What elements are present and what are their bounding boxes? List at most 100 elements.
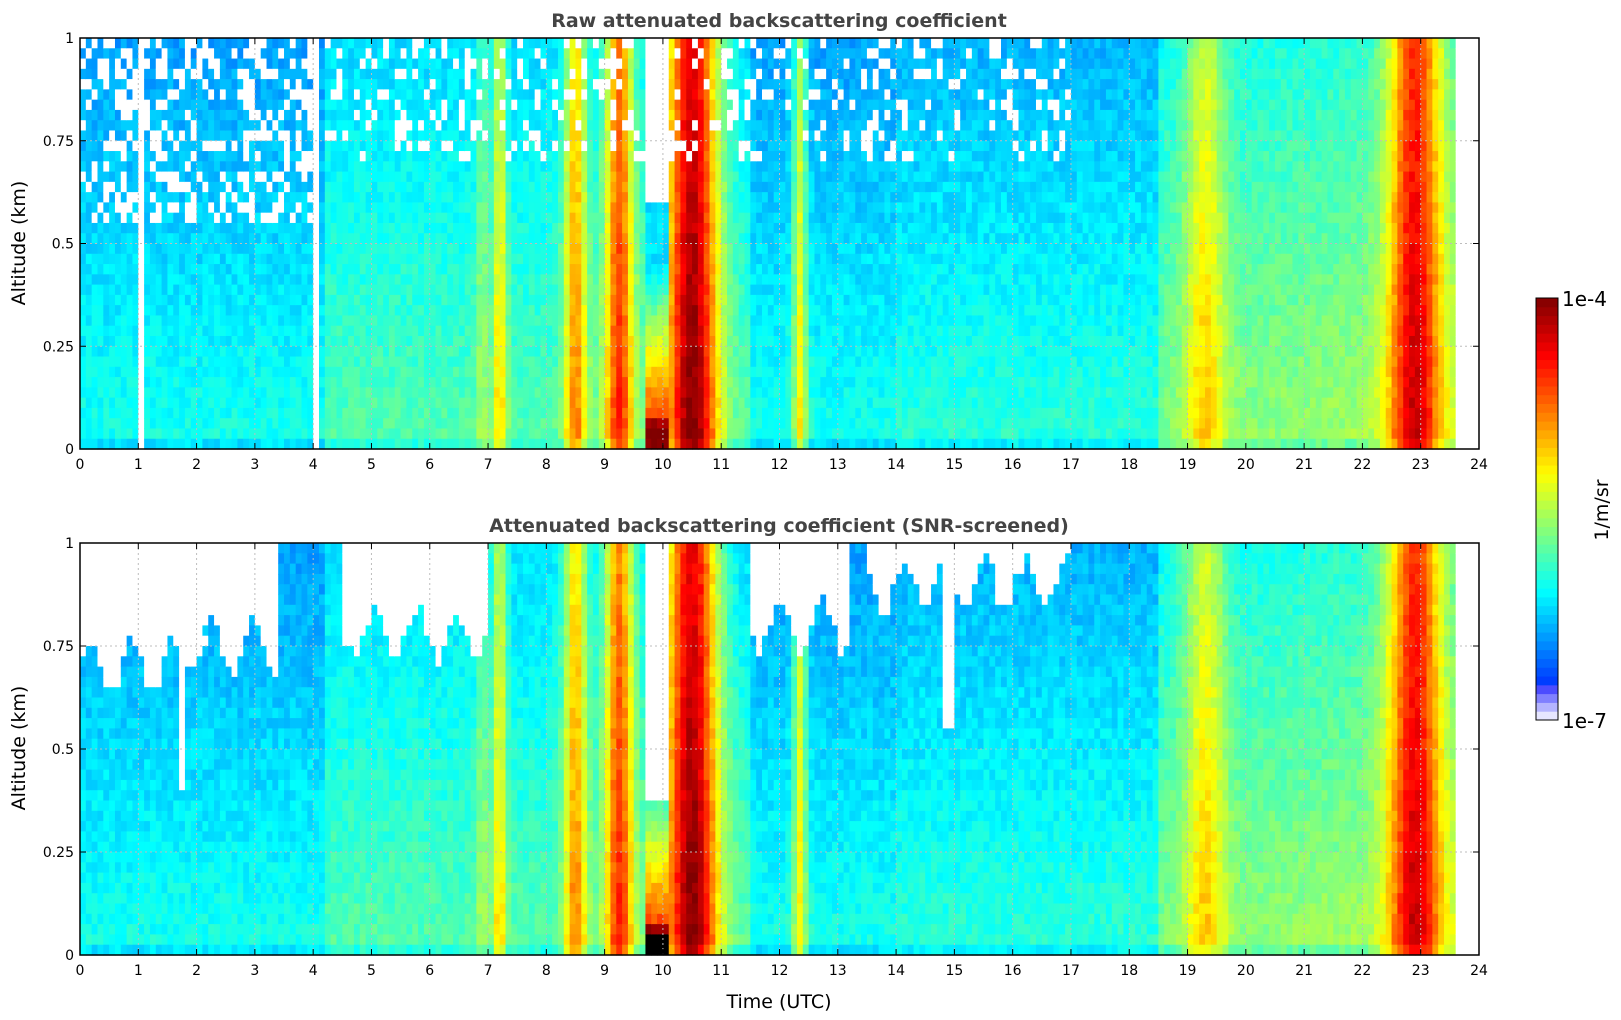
- heatmap-cell: [167, 264, 174, 275]
- heatmap-cell: [581, 130, 588, 142]
- heatmap-cell: [651, 192, 658, 204]
- heatmap-cell: [517, 38, 524, 49]
- heatmap-cell: [167, 438, 174, 450]
- heatmap-cell: [225, 79, 233, 90]
- heatmap-cell: [785, 222, 792, 234]
- heatmap-cell: [645, 356, 652, 368]
- heatmap-cell: [563, 418, 571, 430]
- heatmap-cell: [202, 356, 209, 368]
- heatmap-cell: [400, 325, 408, 337]
- heatmap-cell: [254, 253, 262, 265]
- heatmap-cell: [365, 387, 373, 399]
- heatmap-cell: [91, 438, 99, 450]
- heatmap-cell: [359, 325, 367, 337]
- heatmap-cell: [715, 428, 722, 440]
- heatmap-cell: [796, 294, 804, 306]
- heatmap-cell: [441, 253, 448, 265]
- heatmap-cell: [464, 428, 472, 440]
- heatmap-cell: [254, 161, 262, 173]
- heatmap-cell: [313, 346, 320, 358]
- heatmap-cell: [534, 346, 542, 358]
- heatmap-cell: [796, 99, 804, 111]
- heatmap-cell: [190, 181, 198, 193]
- heatmap-cell: [423, 284, 431, 296]
- heatmap-cell: [575, 315, 582, 327]
- heatmap-cell: [727, 222, 734, 234]
- heatmap-cell: [219, 284, 227, 296]
- heatmap-cell: [575, 89, 582, 101]
- heatmap-cell: [388, 387, 396, 399]
- heatmap-cell: [767, 130, 775, 142]
- heatmap-cell: [470, 264, 477, 275]
- heatmap-cell: [214, 99, 221, 111]
- heatmap-cell: [767, 335, 775, 347]
- heatmap-cell: [546, 315, 553, 327]
- heatmap-cell: [511, 192, 518, 204]
- heatmap-cell: [324, 387, 332, 399]
- heatmap-cell: [732, 233, 740, 245]
- heatmap-cell: [126, 356, 134, 368]
- heatmap-cell: [184, 346, 192, 358]
- heatmap-cell: [610, 346, 617, 358]
- heatmap-cell: [167, 109, 174, 121]
- heatmap-cell: [365, 222, 373, 234]
- heatmap-cell: [394, 253, 402, 265]
- heatmap-cell: [762, 151, 769, 162]
- heatmap-cell: [779, 171, 786, 183]
- heatmap-cell: [412, 202, 419, 214]
- heatmap-cell: [476, 243, 483, 255]
- heatmap-cell: [114, 397, 122, 409]
- heatmap-cell: [563, 99, 571, 111]
- heatmap-cell: [330, 38, 338, 49]
- heatmap-cell: [750, 192, 757, 204]
- heatmap-cell: [319, 99, 326, 111]
- heatmap-cell: [208, 38, 215, 49]
- heatmap-cell: [278, 428, 285, 440]
- heatmap-cell: [179, 38, 186, 49]
- heatmap-cell: [464, 161, 472, 173]
- heatmap-cell: [214, 58, 221, 70]
- heatmap-cell: [161, 438, 169, 450]
- heatmap-cell: [208, 130, 215, 142]
- heatmap-cell: [103, 38, 110, 49]
- heatmap-cell: [365, 192, 373, 204]
- heatmap-cell: [686, 428, 693, 440]
- heatmap-cell: [394, 284, 402, 296]
- heatmap-cell: [138, 438, 145, 450]
- heatmap-cell: [622, 222, 629, 234]
- heatmap-cell: [592, 109, 600, 121]
- heatmap-cell: [773, 253, 781, 265]
- heatmap-cell: [622, 346, 629, 358]
- heatmap-cell: [692, 192, 699, 204]
- heatmap-cell: [482, 109, 489, 121]
- heatmap-cell: [400, 109, 408, 121]
- heatmap-cell: [744, 253, 751, 265]
- heatmap-cell: [528, 253, 536, 265]
- heatmap-cell: [779, 418, 786, 430]
- heatmap-cell: [208, 356, 215, 368]
- heatmap-cell: [406, 418, 413, 430]
- heatmap-cell: [254, 305, 262, 317]
- heatmap-cell: [447, 79, 454, 90]
- heatmap-cell: [721, 68, 728, 80]
- heatmap-cell: [103, 48, 110, 60]
- heatmap-cell: [727, 120, 734, 132]
- heatmap-cell: [493, 377, 501, 388]
- heatmap-cell: [365, 377, 373, 388]
- heatmap-cell: [365, 366, 373, 378]
- heatmap-cell: [657, 438, 664, 450]
- heatmap-cell: [435, 181, 443, 193]
- heatmap-cell: [709, 366, 716, 378]
- heatmap-cell: [802, 366, 810, 378]
- heatmap-cell: [703, 120, 711, 132]
- heatmap-cell: [377, 294, 384, 306]
- heatmap-cell: [464, 151, 472, 162]
- heatmap-cell: [552, 305, 559, 317]
- heatmap-cell: [645, 397, 652, 409]
- heatmap-cell: [657, 315, 664, 327]
- heatmap-cell: [284, 181, 291, 193]
- heatmap-cell: [651, 109, 658, 121]
- heatmap-cell: [523, 140, 530, 152]
- heatmap-cell: [587, 418, 594, 430]
- heatmap-cell: [686, 181, 693, 193]
